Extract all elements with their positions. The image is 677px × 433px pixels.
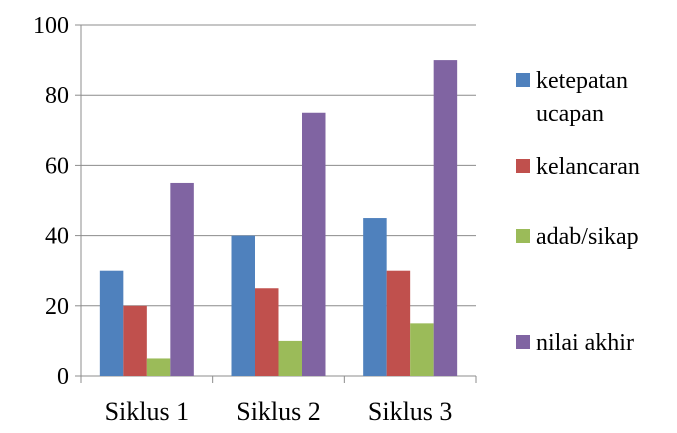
bar — [410, 323, 434, 376]
legend-label: kelancaran — [536, 154, 640, 180]
bar — [278, 340, 302, 376]
bar — [123, 305, 147, 376]
y-tick-label: 80 — [45, 83, 69, 109]
x-category-label: Siklus 2 — [236, 397, 321, 426]
bar — [255, 288, 279, 376]
legend-swatch — [516, 159, 530, 173]
bar — [433, 60, 458, 376]
y-tick-label: 20 — [45, 294, 69, 320]
legend-label: adab/sikap — [536, 224, 639, 250]
x-category-labels: Siklus 1 Siklus 2 Siklus 3 — [105, 397, 453, 426]
legend-swatch — [516, 73, 530, 87]
bar — [386, 270, 411, 376]
y-tick-label: 60 — [45, 153, 69, 179]
bar — [170, 182, 194, 376]
y-tick-label: 40 — [45, 224, 69, 250]
legend-label: nilai akhir — [536, 330, 634, 356]
legend-swatch — [516, 335, 530, 349]
bar — [363, 218, 387, 376]
legend: ketepatan ucapan kelancaran adab/sikap nilai… — [516, 68, 640, 356]
bar — [231, 235, 255, 376]
legend-label: ucapan — [536, 101, 604, 127]
y-tick-label: 0 — [57, 364, 69, 390]
bar — [99, 270, 124, 376]
x-category-label: Siklus 3 — [368, 397, 453, 426]
y-tick-label: 100 — [33, 13, 69, 39]
legend-swatch — [516, 229, 530, 243]
bar — [302, 112, 326, 376]
x-category-label: Siklus 1 — [105, 397, 190, 426]
gridlines — [81, 24, 476, 307]
bar — [146, 358, 171, 376]
legend-label: ketepatan — [536, 68, 628, 94]
bars — [99, 60, 458, 376]
y-tick-labels: 0 20 40 60 80 100 — [33, 13, 69, 390]
